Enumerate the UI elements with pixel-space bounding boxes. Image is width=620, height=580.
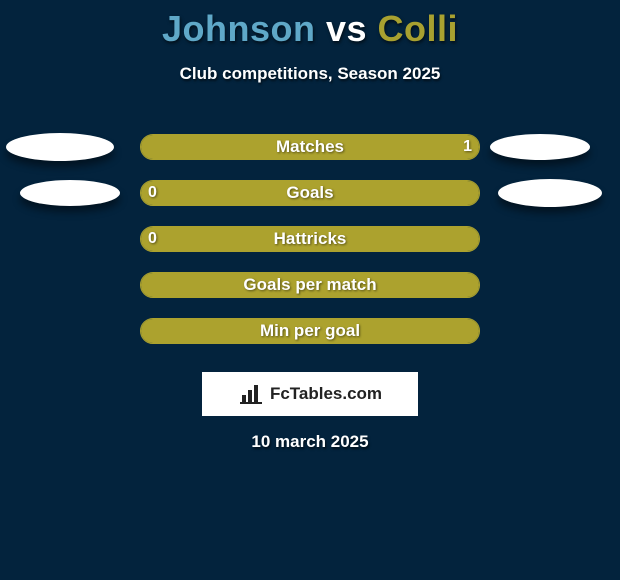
stat-bar (140, 272, 480, 298)
decor-ellipse-left (6, 133, 114, 161)
stat-row: Matches1 (0, 126, 620, 172)
comparison-chart: Matches1Goals0Hattricks0Goals per matchM… (0, 126, 620, 356)
stat-bar (140, 180, 480, 206)
bar-fill-right (141, 181, 479, 205)
logo: FcTables.com (202, 372, 418, 416)
stat-bar (140, 226, 480, 252)
logo-text: FcTables.com (270, 384, 382, 404)
bar-fill-right (141, 227, 479, 251)
page-title: Johnson vs Colli (0, 0, 620, 50)
title-player1: Johnson (162, 8, 316, 49)
stat-row: Hattricks0 (0, 218, 620, 264)
stat-row: Goals per match (0, 264, 620, 310)
bar-fill-right (141, 273, 479, 297)
stat-row: Goals0 (0, 172, 620, 218)
decor-ellipse-right (490, 134, 590, 160)
decor-ellipse-right (498, 179, 602, 207)
title-player2: Colli (378, 8, 459, 49)
stat-bar (140, 318, 480, 344)
stat-value-left: 0 (148, 226, 157, 252)
stat-value-right: 1 (463, 134, 472, 160)
footer-date: 10 march 2025 (0, 432, 620, 452)
bar-fill-right (141, 135, 479, 159)
subtitle: Club competitions, Season 2025 (0, 64, 620, 84)
bars-icon (238, 383, 264, 405)
title-vs: vs (326, 8, 367, 49)
stat-bar (140, 134, 480, 160)
stat-row: Min per goal (0, 310, 620, 356)
decor-ellipse-left (20, 180, 120, 206)
bar-fill-right (141, 319, 479, 343)
stat-value-left: 0 (148, 180, 157, 206)
